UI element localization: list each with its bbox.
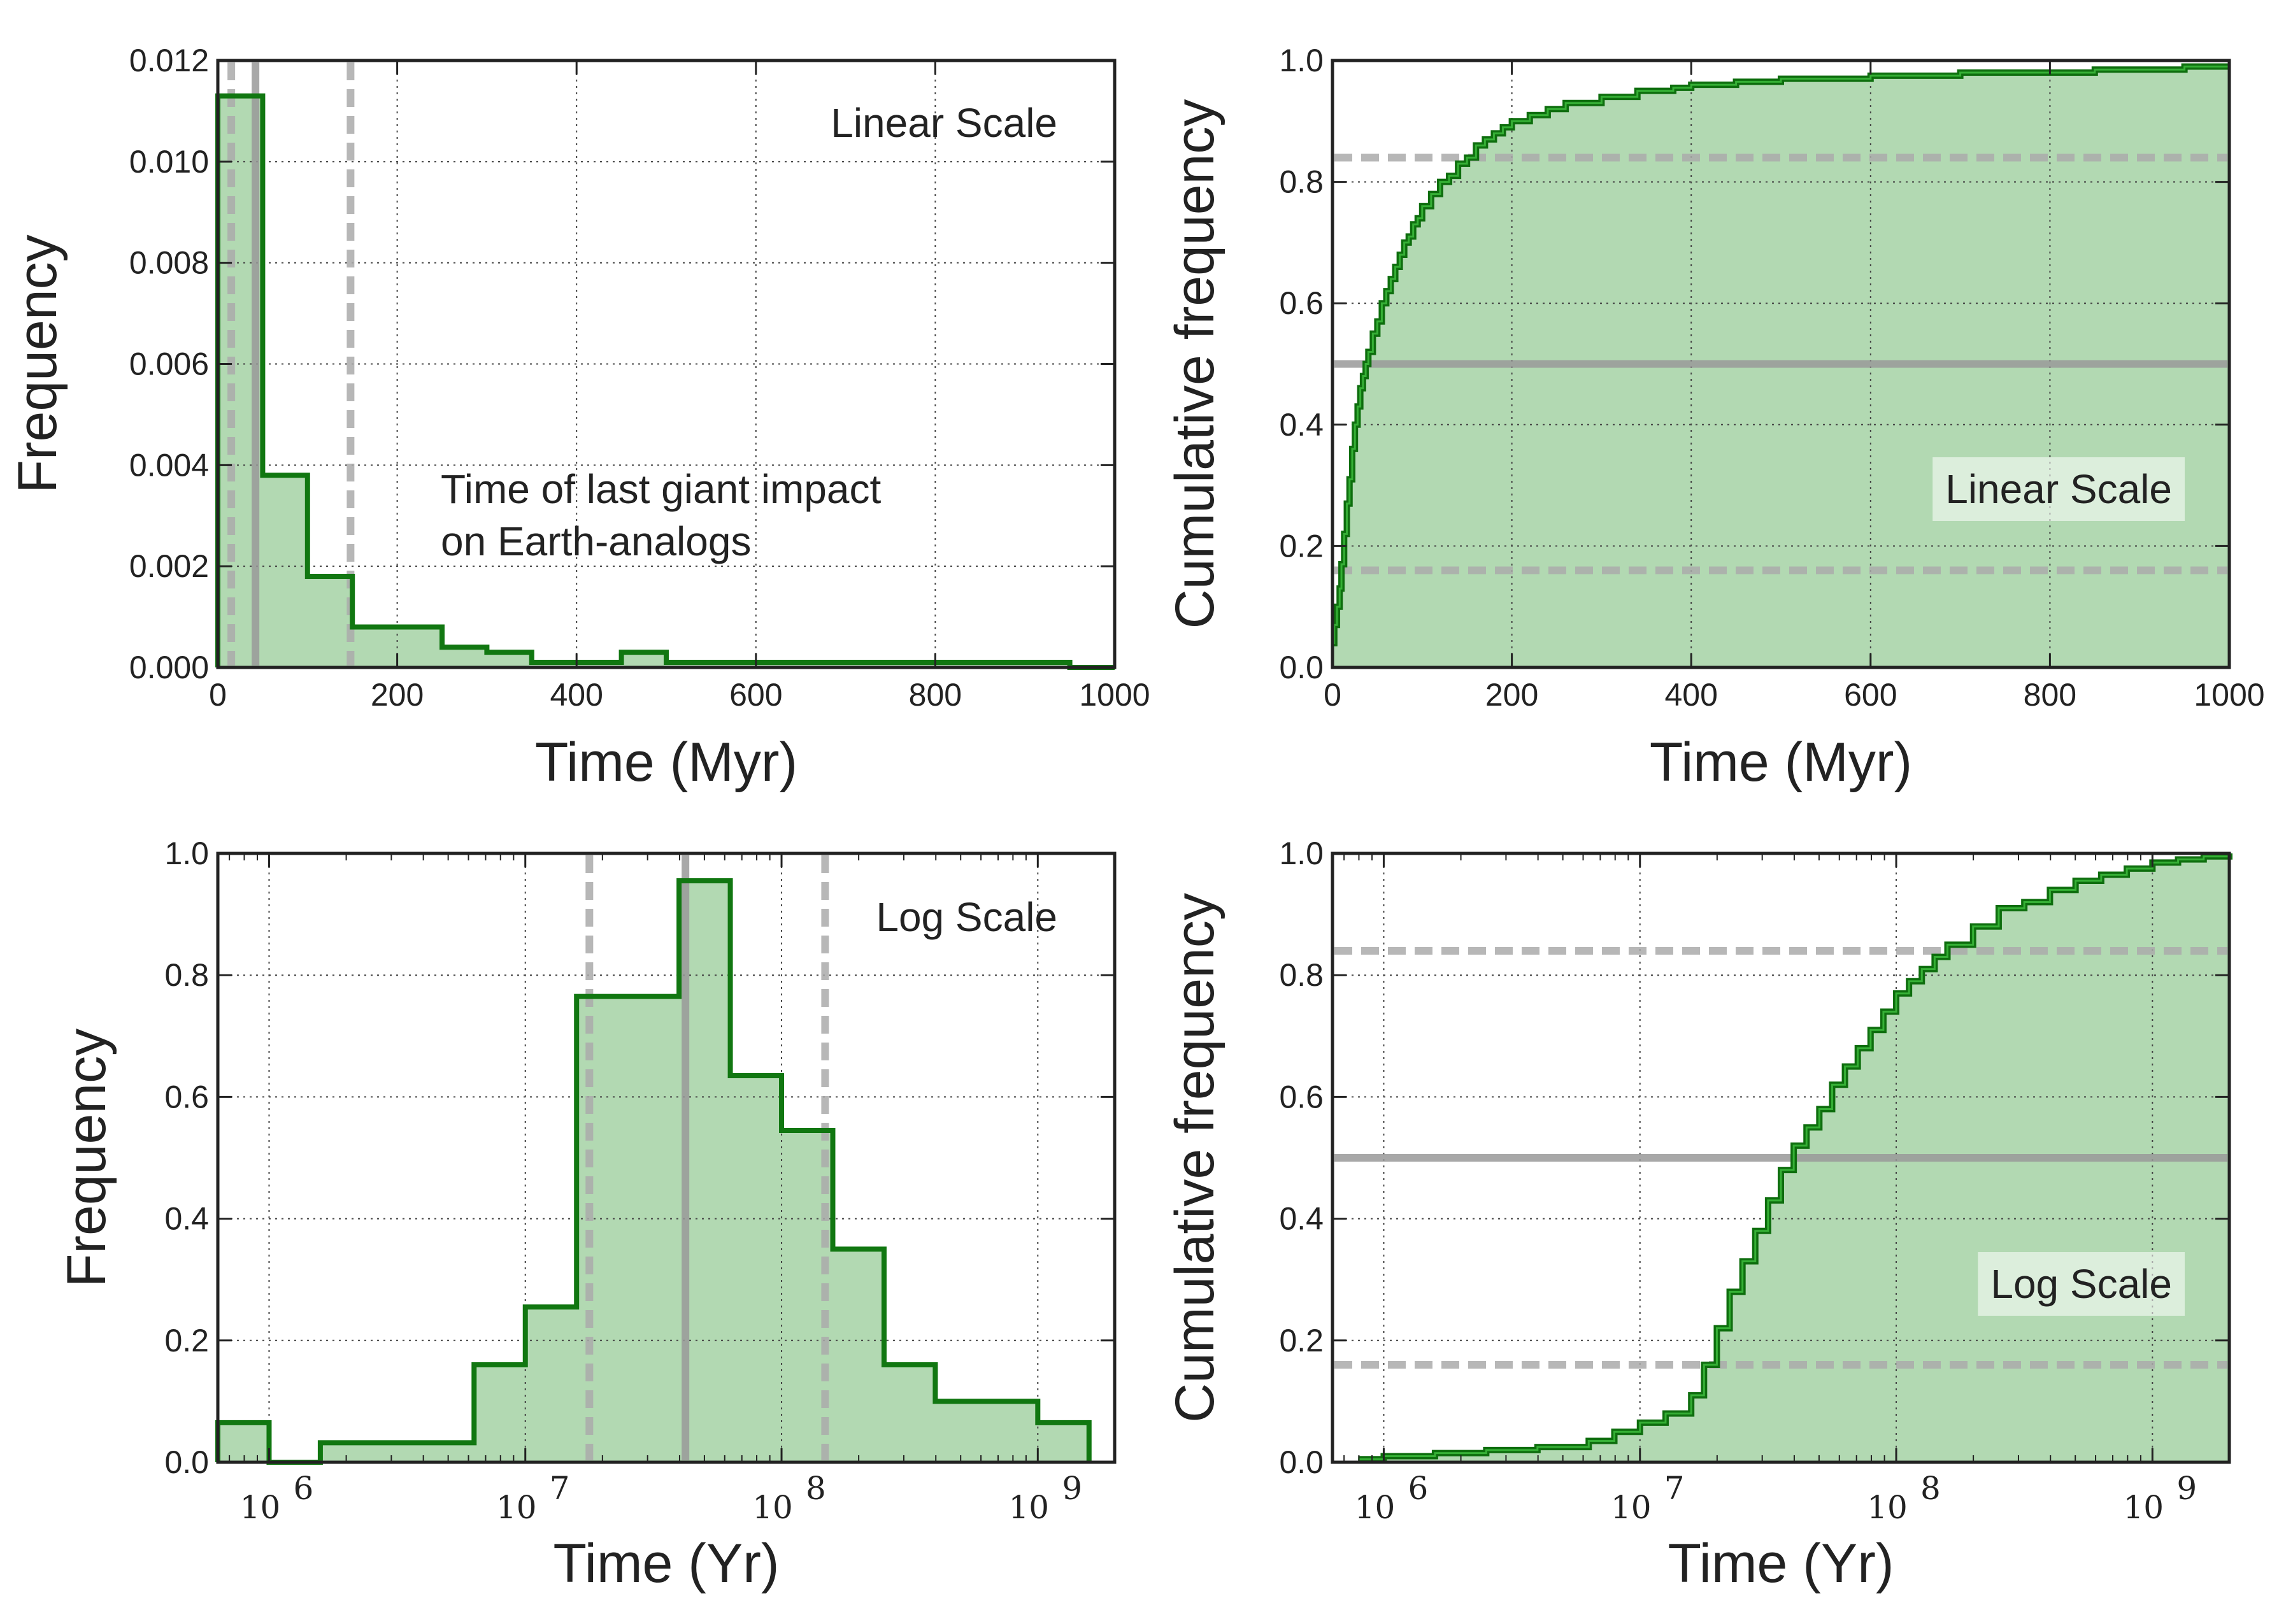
cumulative-series-highlight bbox=[1332, 66, 2229, 645]
histogram-series bbox=[215, 878, 1092, 1465]
y-tick-label: 0.000 bbox=[129, 650, 209, 685]
y-tick-label: 0.004 bbox=[129, 447, 209, 483]
ticks bbox=[1332, 852, 2229, 1464]
scale-annotation: Linear Scale bbox=[831, 100, 1057, 146]
y-tick-label: 0.0 bbox=[1279, 1444, 1324, 1480]
y-tick-label: 0.2 bbox=[164, 1323, 209, 1358]
x-tick-label-exponent: 9 bbox=[1062, 1470, 1082, 1507]
x-tick-label: 1000 bbox=[2194, 677, 2264, 713]
x-axis-label: Time (Myr) bbox=[535, 732, 797, 793]
y-tick-label: 0.2 bbox=[1279, 1323, 1324, 1358]
x-tick-label: 400 bbox=[550, 677, 603, 713]
y-tick-label: 0.2 bbox=[1279, 528, 1324, 564]
y-axis-label: Cumulative frequency bbox=[1164, 893, 1225, 1423]
x-tick-label: 10 bbox=[496, 1489, 537, 1526]
x-tick-label-exponent: 7 bbox=[550, 1470, 570, 1507]
panel-bottom-left: 10 6 10 7 10 8 10 9 0.0 0.2 0.4 0.6 0.8 1.0 Time (Yr) F… bbox=[56, 836, 1117, 1594]
y-tick-label: 0.4 bbox=[164, 1201, 209, 1237]
x-tick-label-exponent: 6 bbox=[1408, 1470, 1428, 1507]
x-tick-label: 800 bbox=[909, 677, 962, 713]
x-tick-label-exponent: 8 bbox=[806, 1470, 826, 1507]
x-tick-label-exponent: 7 bbox=[1664, 1470, 1685, 1507]
y-tick-label: 0.8 bbox=[1279, 957, 1324, 993]
note-line: on Earth-analogs bbox=[441, 518, 751, 564]
y-tick-label: 0.010 bbox=[129, 144, 209, 180]
y-tick-label: 0.002 bbox=[129, 548, 209, 584]
x-tick-label: 10 bbox=[1611, 1489, 1652, 1526]
y-tick-label: 0.0 bbox=[1279, 650, 1324, 685]
x-tick-label: 10 bbox=[1867, 1489, 1908, 1526]
y-tick-label: 0.4 bbox=[1279, 1201, 1324, 1237]
y-tick-label: 0.8 bbox=[1279, 164, 1324, 200]
x-tick-label-exponent: 9 bbox=[2176, 1470, 2197, 1507]
scale-annotation: Linear Scale bbox=[1945, 466, 2172, 512]
y-tick-label: 1.0 bbox=[1279, 43, 1324, 78]
y-tick-label: 0.006 bbox=[129, 346, 209, 382]
panel-top-right: 0 200 400 600 800 1000 0.0 0.2 0.4 0.6 0.8 1.0 Time … bbox=[1164, 43, 2265, 793]
axes-frame bbox=[1331, 851, 2231, 1464]
y-tick-label: 0.0 bbox=[164, 1444, 209, 1480]
panel-bottom-right: 10 6 10 7 10 8 10 9 0.0 0.2 0.4 0.6 0.8 1.0 Time (Yr) C… bbox=[1164, 836, 2232, 1594]
x-axis-label: Time (Myr) bbox=[1650, 732, 1912, 793]
x-tick-label: 10 bbox=[1009, 1489, 1050, 1526]
x-tick-label: 10 bbox=[752, 1489, 793, 1526]
y-tick-label: 0.008 bbox=[129, 245, 209, 281]
y-tick-label: 0.4 bbox=[1279, 407, 1324, 443]
panel-top-left: 0 200 400 600 800 1000 0.000 0.002 0.004 0.006 0.0… bbox=[7, 43, 1150, 793]
x-tick-label: 800 bbox=[2024, 677, 2076, 713]
y-axis-label: Cumulative frequency bbox=[1164, 99, 1225, 629]
x-axis-label: Time (Yr) bbox=[1668, 1533, 1894, 1594]
y-tick-label: 1.0 bbox=[1279, 836, 1324, 871]
y-axis-label: Frequency bbox=[56, 1029, 117, 1287]
annotation-box bbox=[1932, 457, 2185, 521]
axes-frame bbox=[1331, 59, 2231, 669]
cumulative-series-highlight bbox=[1358, 853, 2231, 1460]
x-tick-label: 10 bbox=[1355, 1489, 1396, 1526]
axes-frame bbox=[216, 851, 1117, 1464]
x-tick-label-exponent: 8 bbox=[1920, 1470, 1941, 1507]
x-tick-label: 200 bbox=[371, 677, 424, 713]
y-tick-label: 0.6 bbox=[1279, 285, 1324, 321]
scale-annotation: Log Scale bbox=[876, 894, 1057, 940]
x-tick-label: 200 bbox=[1485, 677, 1538, 713]
x-tick-label: 10 bbox=[240, 1489, 281, 1526]
y-tick-label: 0.012 bbox=[129, 43, 209, 78]
y-tick-label: 0.6 bbox=[1279, 1079, 1324, 1115]
area-fill bbox=[218, 881, 1089, 1462]
annotation-box bbox=[1978, 1252, 2185, 1316]
y-tick-label: 0.8 bbox=[164, 957, 209, 993]
ticks bbox=[217, 59, 1116, 669]
ticks bbox=[218, 852, 1115, 1464]
y-axis-label: Frequency bbox=[7, 234, 68, 493]
ticks bbox=[1331, 59, 2231, 669]
x-tick-label: 10 bbox=[2124, 1489, 2164, 1526]
y-tick-label: 0.6 bbox=[164, 1079, 209, 1115]
x-tick-label: 600 bbox=[729, 677, 782, 713]
x-axis-label: Time (Yr) bbox=[553, 1533, 779, 1594]
x-tick-label-exponent: 6 bbox=[293, 1470, 313, 1507]
note-line: Time of last giant impact bbox=[441, 466, 881, 512]
x-tick-label: 0 bbox=[209, 677, 227, 713]
area-fill bbox=[218, 96, 1115, 667]
x-tick-label: 0 bbox=[1324, 677, 1341, 713]
scale-annotation: Log Scale bbox=[1990, 1261, 2172, 1307]
x-tick-label: 1000 bbox=[1079, 677, 1150, 713]
x-tick-label: 600 bbox=[1844, 677, 1897, 713]
x-tick-label: 400 bbox=[1664, 677, 1717, 713]
y-tick-label: 1.0 bbox=[164, 836, 209, 871]
